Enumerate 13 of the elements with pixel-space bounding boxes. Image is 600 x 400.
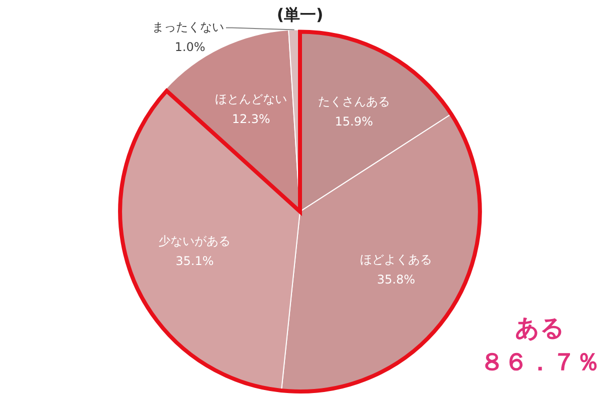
- slice-label: ほとんどない: [215, 92, 288, 106]
- slice-label: たくさんある: [318, 94, 390, 109]
- slice-label: まったくない: [152, 20, 224, 34]
- text: ある: [515, 314, 565, 342]
- data-label: 1.0%: [174, 40, 206, 54]
- data-label: 35.8%: [377, 272, 416, 287]
- chart-title: (単一): [276, 4, 324, 24]
- slice-label: ほどよくある: [360, 252, 432, 267]
- slice-label: 少ないがある: [158, 234, 231, 248]
- data-label: 12.3%: [232, 112, 270, 126]
- data-label: 35.1%: [176, 254, 214, 268]
- data-label: 15.9%: [334, 114, 374, 129]
- text: ８６．７％: [480, 348, 600, 376]
